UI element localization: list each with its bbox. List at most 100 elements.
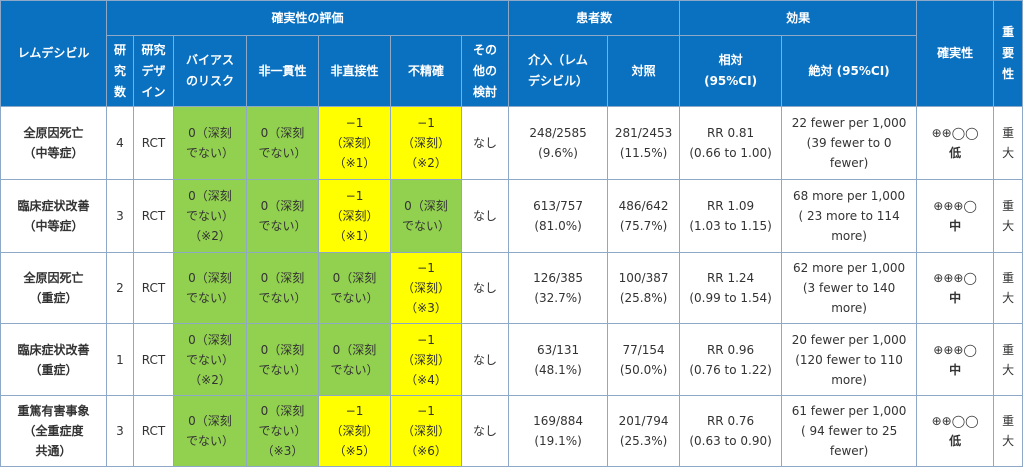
absolute-cell: 20 fewer per 1,000 (120 fewer to 110 more) [781,323,918,396]
header-design: 研究 デザ イン [133,35,174,107]
imprecision-cell: −1 （深刻） （※2） [390,106,462,180]
intervention-cell: 248/2585 (9.6%) [508,106,609,180]
certainty-symbols: ⊕⊕◯◯ [931,126,979,140]
certainty-symbols: ⊕⊕◯◯ [931,414,979,428]
header-certainty: 確実性 [916,0,995,107]
header-drug: レムデシビル [0,0,107,107]
design-cell: RCT [133,395,174,467]
certainty-cell: ⊕⊕⊕◯ 中 [916,179,995,253]
imprecision-cell: 0（深刻 でない） [390,179,462,253]
studies-cell: 2 [106,252,134,324]
intervention-cell: 126/385 (32.7%) [508,252,609,324]
certainty-cell: ⊕⊕⊕◯ 中 [916,323,995,396]
other-cell: なし [460,323,510,396]
importance-cell: 重大 [993,179,1024,253]
imprecision-cell: −1 （深刻） （※6） [390,395,462,467]
relative-cell: RR 0.81 (0.66 to 1.00) [679,106,783,180]
certainty-cell: ⊕⊕⊕◯ 中 [916,252,995,324]
importance-cell: 重大 [993,395,1024,467]
studies-cell: 3 [106,179,134,253]
absolute-cell: 22 fewer per 1,000 (39 fewer to 0 fewer) [781,106,918,180]
certainty-level: 低 [949,434,962,448]
other-cell: なし [460,106,510,180]
table-row: 臨床症状改善 （中等症） 3 RCT 0（深刻 でない） （※2） 0（深刻 でない） −1 （深刻… [0,179,1024,253]
certainty-cell: ⊕⊕◯◯ 低 [916,106,995,180]
bias-cell: 0（深刻 でない） [173,106,247,180]
header-risk-of-bias: バイアス のリスク [173,35,247,107]
other-cell: なし [460,395,510,467]
outcome-cell: 臨床症状改善 （重症） [0,323,107,396]
inconsistency-cell: 0（深刻 でない） （※3） [246,395,319,467]
relative-cell: RR 1.09 (1.03 to 1.15) [679,179,783,253]
header-effect: 効果 [679,0,918,36]
control-cell: 281/2453 (11.5%) [607,106,681,180]
header-inconsistency: 非一貫性 [246,35,319,107]
design-cell: RCT [133,179,174,253]
indirectness-cell: −1 （深刻） （※5） [318,395,391,467]
certainty-level: 中 [949,362,962,377]
absolute-cell: 68 more per 1,000( 23 more to 114 more) [781,179,918,253]
certainty-cell: ⊕⊕◯◯ 低 [916,395,995,467]
certainty-symbols: ⊕⊕⊕◯ [933,271,977,285]
bias-cell: 0（深刻 でない） （※2） [173,179,247,253]
other-cell: なし [460,252,510,324]
header-absolute-effect: 絶対 (95%CI) [781,35,918,107]
imprecision-cell: −1 （深刻） （※3） [390,252,462,324]
header-other-considerations: その 他の 検討 [460,35,510,107]
header-relative-effect: 相対 (95%CI) [679,35,783,107]
indirectness-cell: 0（深刻 でない） [318,323,391,396]
table-row: 全原因死亡 （重症） 2 RCT 0（深刻 でない） 0（深刻 でない） 0（深刻 でない） −1 （… [0,252,1024,324]
design-cell: RCT [133,323,174,396]
header-intervention: 介入（レム デシビル） [508,35,609,107]
control-cell: 201/794 (25.3%) [607,395,681,467]
relative-cell: RR 0.76 (0.63 to 0.90) [679,395,783,467]
certainty-symbols: ⊕⊕⊕◯ [933,342,977,357]
certainty-level: 中 [949,219,962,233]
header-certainty-assessment: 確実性の評価 [105,0,510,36]
importance-cell: 重大 [993,252,1024,324]
importance-cell: 重大 [993,323,1024,396]
imprecision-cell: −1 （深刻） （※4） [390,323,462,396]
inconsistency-cell: 0（深刻 でない） [246,323,319,396]
intervention-cell: 63/131 (48.1%) [508,323,609,396]
table-row: 重篤有害事象 （全重症度 共通） 3 RCT 0（深刻 でない） 0（深刻 でない） （※3） −1… [0,395,1024,467]
absolute-cell: 61 fewer per 1,000( 94 fewer to 25 fewer) [781,395,918,467]
relative-cell: RR 1.24 (0.99 to 1.54) [679,252,783,324]
table-body: 全原因死亡 （中等症） 4 RCT 0（深刻 でない） 0（深刻 でない） −1 （深刻） （※1）… [0,106,1024,467]
inconsistency-cell: 0（深刻 でない） [246,252,319,324]
absolute-cell: 62 more per 1,000 (3 fewer to 140 more) [781,252,918,324]
importance-cell: 重大 [993,106,1024,180]
header-patient-count: 患者数 [508,0,681,36]
relative-cell: RR 0.96 (0.76 to 1.22) [679,323,783,396]
control-cell: 77/154 (50.0%) [607,323,681,396]
outcome-cell: 重篤有害事象 （全重症度 共通） [0,395,107,467]
bias-cell: 0（深刻 でない） [173,395,247,467]
inconsistency-cell: 0（深刻 でない） [246,179,319,253]
bias-cell: 0（深刻 でない） [173,252,247,324]
outcome-cell: 全原因死亡 （中等症） [0,106,107,180]
header-importance: 重 要 性 [993,0,1024,107]
indirectness-cell: −1 （深刻） （※1） [318,106,391,180]
table-row: 臨床症状改善 （重症） 1 RCT 0（深刻 でない） （※2） 0（深刻 でない） 0（深刻 でな… [0,323,1024,396]
studies-cell: 4 [106,106,134,180]
studies-cell: 3 [106,395,134,467]
control-cell: 486/642 (75.7%) [607,179,681,253]
header-studies: 研 究 数 [106,35,134,107]
control-cell: 100/387 (25.8%) [607,252,681,324]
header-control: 対照 [607,35,681,107]
intervention-cell: 169/884 (19.1%) [508,395,609,467]
certainty-level: 中 [949,291,962,305]
design-cell: RCT [133,106,174,180]
design-cell: RCT [133,252,174,324]
outcome-cell: 全原因死亡 （重症） [0,252,107,324]
inconsistency-cell: 0（深刻 でない） [246,106,319,180]
other-cell: なし [460,179,510,253]
certainty-level: 低 [949,146,962,160]
header-indirectness: 非直接性 [318,35,391,107]
table-row: 全原因死亡 （中等症） 4 RCT 0（深刻 でない） 0（深刻 でない） −1 （深刻） （※1）… [0,106,1024,180]
bias-cell: 0（深刻 でない） （※2） [173,323,247,396]
indirectness-cell: 0（深刻 でない） [318,252,391,324]
intervention-cell: 613/757 (81.0%) [508,179,609,253]
outcome-cell: 臨床症状改善 （中等症） [0,179,107,253]
